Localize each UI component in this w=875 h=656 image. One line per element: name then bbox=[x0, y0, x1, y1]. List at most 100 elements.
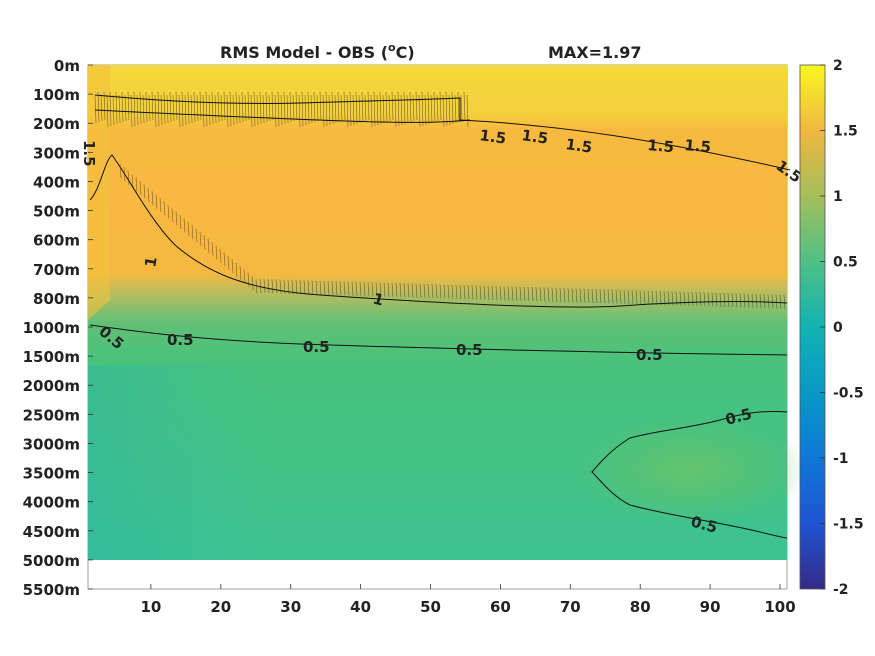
hatch-stroke bbox=[220, 94, 223, 122]
hatch-stroke bbox=[124, 94, 127, 122]
hatch-stroke bbox=[579, 288, 582, 303]
hatch-stroke bbox=[274, 94, 277, 128]
hatch-stroke bbox=[623, 289, 626, 304]
hatch-stroke bbox=[322, 94, 325, 128]
hatch-stroke bbox=[371, 282, 374, 297]
hatch-stroke bbox=[259, 278, 262, 294]
y-tick-label: 800m bbox=[33, 290, 80, 308]
hatch-stroke bbox=[226, 94, 229, 128]
hatch-stroke bbox=[430, 94, 433, 124]
hatch-stroke bbox=[100, 94, 103, 122]
hatch-stroke bbox=[145, 91, 148, 123]
x-tick-label: 20 bbox=[210, 598, 231, 616]
hatch-stroke bbox=[559, 287, 562, 303]
hatch-stroke bbox=[603, 289, 606, 304]
hatch-stroke bbox=[411, 283, 414, 298]
hatch-stroke bbox=[172, 94, 175, 122]
hatch-stroke bbox=[406, 94, 409, 124]
hatch-stroke bbox=[771, 294, 774, 309]
hatch-stroke bbox=[279, 279, 282, 294]
hatch-stroke bbox=[387, 282, 390, 297]
chart-title-unit: C) bbox=[396, 43, 415, 62]
hatch-stroke bbox=[379, 91, 382, 125]
hatch-stroke bbox=[463, 285, 466, 300]
hatch-stroke bbox=[115, 91, 118, 125]
hatch-stroke bbox=[358, 94, 361, 124]
hatch-stroke bbox=[184, 94, 187, 126]
colorbar-tick-label: 0.5 bbox=[833, 255, 858, 271]
hatch-stroke bbox=[599, 289, 602, 304]
heatmap-left-cool-zone bbox=[88, 365, 268, 560]
contour-label: 1.5 bbox=[520, 126, 549, 148]
hatch-stroke bbox=[407, 283, 410, 298]
hatch-stroke bbox=[436, 94, 439, 122]
hatch-stroke bbox=[424, 94, 427, 126]
hatch-stroke bbox=[543, 287, 546, 302]
hatch-stroke bbox=[448, 94, 451, 126]
x-tick-label: 100 bbox=[764, 598, 795, 616]
hatch-stroke bbox=[735, 293, 738, 308]
hatch-stroke bbox=[731, 293, 734, 308]
max-label: MAX=1.97 bbox=[548, 43, 642, 62]
x-tick-label: 70 bbox=[560, 598, 581, 616]
hatch-stroke bbox=[295, 91, 298, 121]
chart-title-sup: o bbox=[388, 41, 396, 54]
hatch-stroke bbox=[397, 91, 400, 127]
hatch-stroke bbox=[571, 288, 574, 303]
y-tick-label: 500m bbox=[33, 203, 80, 221]
hatch-stroke bbox=[181, 91, 184, 127]
colorbar-tick-label: 1 bbox=[833, 189, 843, 205]
hatch-stroke bbox=[133, 91, 136, 127]
hatch-stroke bbox=[148, 94, 151, 122]
hatch-stroke bbox=[211, 242, 214, 257]
hatch-stroke bbox=[235, 91, 238, 125]
hatch-stroke bbox=[203, 235, 206, 250]
hatch-stroke bbox=[256, 94, 259, 126]
hatch-stroke bbox=[755, 293, 758, 308]
hatch-stroke bbox=[304, 94, 307, 126]
hatch-stroke bbox=[215, 245, 218, 260]
hatch-stroke bbox=[163, 91, 166, 125]
hatch-stroke bbox=[442, 94, 445, 128]
hatch-stroke bbox=[487, 285, 490, 300]
hatch-stroke bbox=[303, 280, 306, 295]
hatch-stroke bbox=[340, 94, 343, 122]
hatch-stroke bbox=[130, 94, 133, 128]
hatch-stroke bbox=[683, 291, 686, 306]
x-tick-label: 60 bbox=[490, 598, 511, 616]
contour-label: 0.5 bbox=[636, 346, 663, 364]
hatch-stroke bbox=[364, 94, 367, 122]
hatch-stroke bbox=[663, 291, 666, 306]
hatch-stroke bbox=[443, 284, 446, 299]
colorbar-tick-label: 2 bbox=[833, 58, 843, 74]
hatch-stroke bbox=[519, 286, 522, 301]
hatch-stroke bbox=[503, 286, 506, 301]
hatch-stroke bbox=[551, 287, 554, 302]
hatch-stroke bbox=[205, 91, 208, 127]
heatmap-warm-anomaly bbox=[570, 415, 810, 525]
y-tick-label: 5000m bbox=[23, 552, 80, 570]
hatch-stroke bbox=[94, 94, 97, 124]
hatch-stroke bbox=[187, 221, 190, 236]
hatch-stroke bbox=[106, 94, 109, 128]
hatch-stroke bbox=[763, 294, 766, 309]
hatch-stroke bbox=[466, 94, 469, 128]
hatch-stroke bbox=[346, 94, 349, 128]
hatch-stroke bbox=[235, 262, 238, 277]
x-tick-label: 90 bbox=[700, 598, 721, 616]
colorbar-tick-label: -0.5 bbox=[833, 386, 864, 402]
hatch-stroke bbox=[747, 293, 750, 308]
hatch-stroke bbox=[419, 283, 422, 298]
hatch-stroke bbox=[651, 290, 654, 305]
hatch-stroke bbox=[491, 285, 494, 300]
hatch-stroke bbox=[166, 94, 169, 124]
hatch-stroke bbox=[615, 289, 618, 304]
hatch-stroke bbox=[427, 91, 430, 125]
heatmap-upper-left-warm-tongue bbox=[88, 65, 110, 320]
y-tick-label: 0m bbox=[54, 57, 80, 75]
hatch-stroke bbox=[127, 91, 130, 121]
hatch-stroke bbox=[196, 94, 199, 122]
hatch-stroke bbox=[347, 281, 350, 296]
hatch-stroke bbox=[382, 94, 385, 124]
hatch-stroke bbox=[211, 91, 214, 125]
